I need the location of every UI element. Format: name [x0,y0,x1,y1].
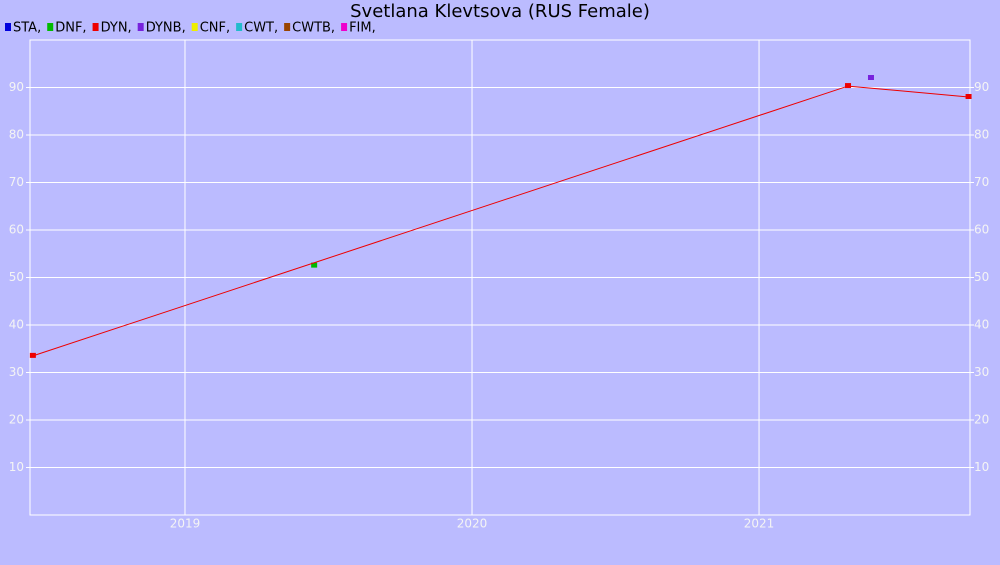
y-tick-label: 60 [9,223,24,237]
data-point [311,262,318,268]
y-tick-label: 40 [9,318,24,332]
legend-swatch [92,23,99,31]
legend-label: DYNB, [146,21,186,36]
y-tick-label: 10 [974,460,989,474]
legend-swatch [341,23,348,31]
legend-swatch [236,23,243,31]
data-point [29,352,36,358]
legend-label: DNF, [55,21,86,36]
legend-swatch [191,23,198,31]
y-tick-label: 90 [9,80,24,94]
legend-label: STA, [13,21,41,36]
x-tick-label: 2021 [744,517,775,531]
y-tick-label: 80 [9,128,24,142]
y-tick-label: 80 [974,128,989,142]
y-tick-label: 10 [9,460,24,474]
legend-label: DYN, [101,21,132,36]
y-tick-label: 30 [974,365,989,379]
y-tick-label: 60 [974,223,989,237]
y-tick-label: 50 [9,270,24,284]
legend-swatch [137,23,144,31]
legend-swatch [5,23,11,31]
y-tick-label: 70 [974,175,989,189]
series-line [32,85,969,357]
y-tick-label: 90 [974,80,989,94]
y-tick-label: 50 [974,270,989,284]
y-tick-label: 40 [974,318,989,332]
x-tick-label: 2020 [457,517,488,531]
legend-swatch [47,23,54,31]
y-tick-label: 20 [974,413,989,427]
legend-label: CNF, [200,21,230,36]
legend-label: CWT, [244,21,278,36]
y-tick-label: 20 [9,413,24,427]
y-tick-label: 30 [9,365,24,379]
legend-label: CWTB, [292,21,335,36]
chart-title: Svetlana Klevtsova (RUS Female) [350,1,650,22]
data-point [867,75,874,80]
x-tick-label: 2019 [170,517,201,531]
legend-swatch [284,23,291,31]
legend-label: FIM, [349,21,376,36]
data-point [845,83,852,89]
data-point [965,94,972,99]
y-tick-label: 70 [9,175,24,189]
